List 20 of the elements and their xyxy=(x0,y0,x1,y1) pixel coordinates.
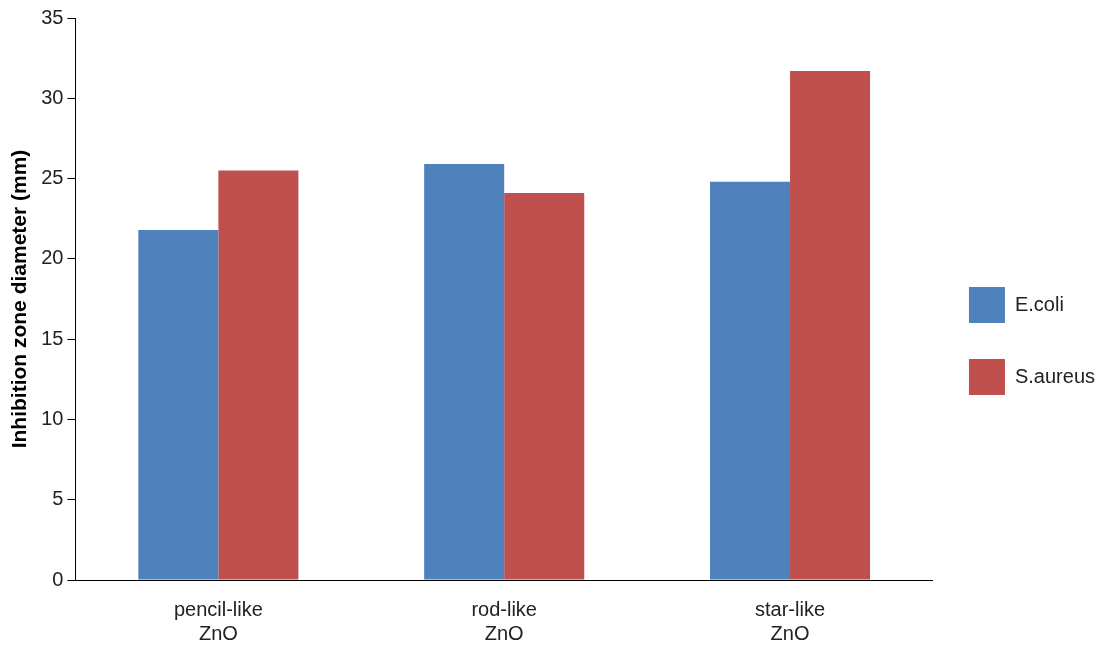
bar xyxy=(790,70,871,580)
y-tick-label: 35 xyxy=(41,5,64,28)
x-tick-label: star-like ZnO xyxy=(755,597,826,644)
y-tick-label: 25 xyxy=(41,166,64,189)
x-tick-label: rod-like ZnO xyxy=(471,597,537,644)
legend-label: E.coli xyxy=(1014,292,1064,315)
y-tick-label: 20 xyxy=(41,246,64,269)
bar xyxy=(138,229,219,580)
y-tick-label: 0 xyxy=(52,567,64,590)
y-tick-label: 5 xyxy=(52,487,64,510)
bar xyxy=(504,193,585,580)
bar xyxy=(710,181,791,580)
y-tick-label: 10 xyxy=(41,406,64,429)
legend-label: S.aureus xyxy=(1014,364,1096,387)
y-tick-label: 30 xyxy=(41,85,64,108)
bar xyxy=(424,164,505,580)
y-axis-title: Inhibition zone diameter (mm) xyxy=(7,149,31,449)
y-tick-label: 15 xyxy=(41,326,64,349)
bar xyxy=(218,170,299,580)
x-tick-label: pencil-like ZnO xyxy=(173,597,263,644)
